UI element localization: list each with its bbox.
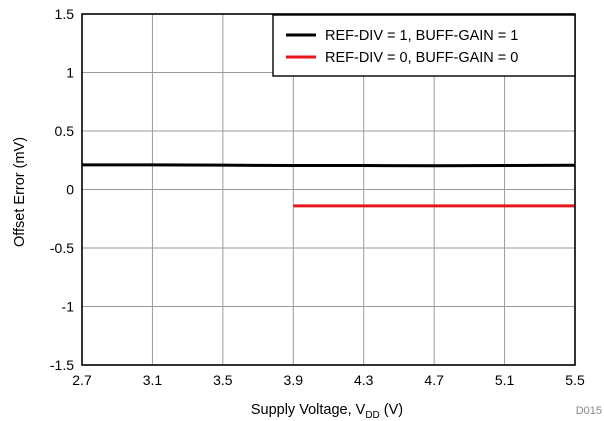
y-tick-label: 1.5 [55,6,75,22]
legend-box [272,14,576,77]
y-tick-labels: 1.5 1 0.5 0 -0.5 -1 -1.5 [50,6,74,373]
y-tick-label: -1 [62,299,75,315]
x-tick-label: 5.1 [495,372,515,388]
y-tick-label: 0 [66,182,74,198]
x-axis-title-main: Supply Voltage, V [251,402,366,418]
x-tick-label: 4.7 [424,372,444,388]
y-tick-label: 0.5 [55,123,75,139]
x-tick-label: 3.9 [284,372,304,388]
x-tick-label: 4.3 [354,372,374,388]
legend-entry: REF-DIV = 0, BUFF-GAIN = 0 [325,50,518,66]
series-line-1 [82,163,576,168]
y-tick-label: 1 [66,65,74,81]
legend-entry: REF-DIV = 1, BUFF-GAIN = 1 [325,28,518,44]
x-tick-label: 3.5 [213,372,233,388]
x-axis-title-unit: (V) [380,402,403,418]
plot-frame [81,13,576,366]
x-axis-title-subscript: DD [365,410,379,421]
figure-id-label: D015 [576,405,602,417]
y-tick-label: -0.5 [50,240,74,256]
series-lines [82,163,576,208]
y-axis-title: Offset Error (mV) [12,137,28,247]
x-tick-labels: 2.7 3.1 3.5 3.9 4.3 4.7 5.1 5.5 [72,372,585,388]
x-tick-label: 5.5 [565,372,585,388]
x-axis-title: Supply Voltage, VDD (V) [251,402,403,421]
legend: REF-DIV = 1, BUFF-GAIN = 1 REF-DIV = 0, B… [272,14,576,77]
x-tick-label: 3.1 [143,372,163,388]
y-tick-label: -1.5 [50,357,74,373]
x-tick-label: 2.7 [72,372,92,388]
